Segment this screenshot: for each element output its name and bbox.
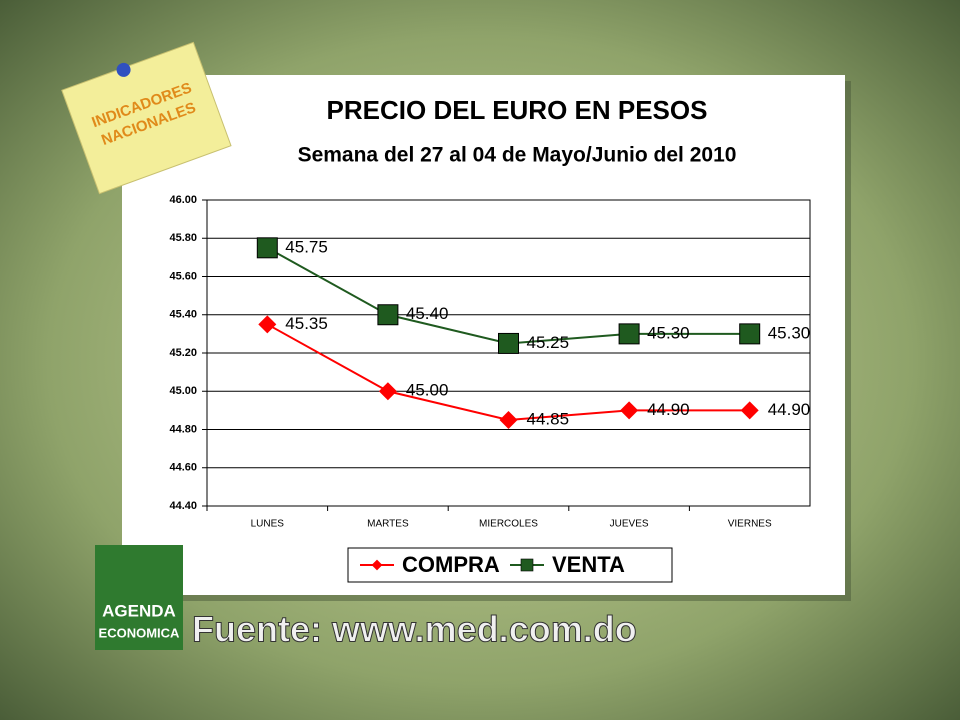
- y-tick-label: 45.60: [169, 270, 197, 282]
- data-label: 44.90: [647, 400, 690, 419]
- logo-text: AGENDA: [102, 601, 176, 620]
- sticky-note: INDICADORES NACIONALES: [61, 41, 232, 195]
- data-label: 45.30: [768, 323, 811, 342]
- panel: [122, 75, 845, 595]
- data-label: 45.00: [406, 381, 449, 400]
- pin: [116, 62, 131, 77]
- data-label: 45.35: [285, 314, 328, 333]
- y-tick-label: 44.80: [169, 423, 197, 435]
- y-tick-label: 44.60: [169, 462, 197, 474]
- y-tick-label: 45.20: [169, 347, 197, 359]
- marker: [739, 323, 761, 345]
- marker: [618, 323, 640, 345]
- x-tick-label: MARTES: [367, 519, 409, 530]
- x-tick-label: JUEVES: [610, 519, 649, 530]
- y-tick-label: 45.00: [169, 385, 197, 397]
- marker: [377, 304, 399, 326]
- data-label: 45.40: [406, 304, 449, 323]
- x-tick-label: MIERCOLES: [479, 519, 538, 530]
- logo-text: ECONOMICA: [99, 625, 181, 640]
- data-label: 45.25: [527, 333, 570, 352]
- y-tick-label: 44.40: [169, 500, 197, 512]
- y-tick-label: 45.80: [169, 232, 197, 244]
- data-label: 45.75: [285, 237, 328, 256]
- legend-marker: [520, 558, 534, 572]
- logo: AGENDA ECONOMICA: [95, 545, 183, 650]
- chart-subtitle: Semana del 27 al 04 de Mayo/Junio del 20…: [298, 144, 737, 167]
- logo-box: [95, 545, 183, 650]
- marker: [499, 410, 518, 429]
- data-label: 44.85: [527, 409, 570, 428]
- marker: [256, 237, 278, 259]
- data-label: 45.30: [647, 323, 690, 342]
- chart-title: PRECIO DEL EURO EN PESOS: [327, 95, 708, 125]
- x-tick-label: VIERNES: [728, 519, 772, 530]
- source: Fuente: www.med.com.do: [192, 609, 637, 650]
- marker: [378, 382, 397, 401]
- marker: [258, 315, 277, 334]
- marker: [498, 332, 519, 354]
- x-tick-label: LUNES: [251, 519, 285, 530]
- marker: [740, 401, 759, 420]
- y-tick-label: 46.00: [169, 194, 197, 206]
- data-label: 44.90: [768, 400, 811, 419]
- y-tick-label: 45.40: [169, 309, 197, 321]
- marker: [620, 401, 639, 420]
- legend-label: COMPRA: [402, 552, 500, 577]
- legend-label: VENTA: [552, 552, 625, 577]
